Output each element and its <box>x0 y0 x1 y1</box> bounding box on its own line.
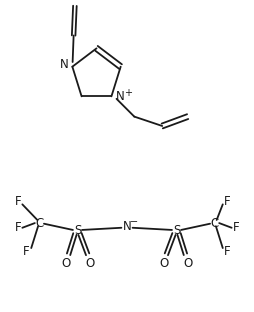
Text: F: F <box>23 245 30 258</box>
Text: S: S <box>74 224 81 237</box>
Text: N: N <box>60 58 69 71</box>
Text: O: O <box>61 257 71 270</box>
Text: F: F <box>224 195 231 208</box>
Text: F: F <box>14 195 21 208</box>
Text: N: N <box>123 220 131 233</box>
Text: O: O <box>86 257 95 270</box>
Text: S: S <box>173 224 180 237</box>
Text: F: F <box>233 221 240 234</box>
Text: −: − <box>130 217 138 227</box>
Text: +: + <box>124 88 132 98</box>
Text: O: O <box>159 257 168 270</box>
Text: F: F <box>14 221 21 234</box>
Text: C: C <box>35 217 43 230</box>
Text: N: N <box>116 90 125 104</box>
Text: C: C <box>211 217 219 230</box>
Text: F: F <box>224 245 231 258</box>
Text: O: O <box>183 257 193 270</box>
